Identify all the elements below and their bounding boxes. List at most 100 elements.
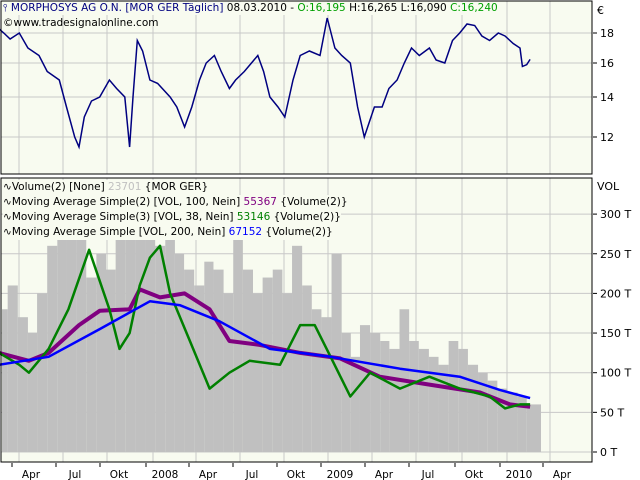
volume-bar [96, 253, 106, 452]
volume-axis-label: 300 T [600, 208, 631, 221]
volume-axis-label: 50 T [600, 406, 624, 419]
volume-bar [86, 277, 97, 452]
legend-label: Moving Average Simple(3) [VOL, 38, Nein] [11, 211, 234, 223]
volume-bar [184, 269, 195, 452]
volume-panel-border [0, 177, 593, 463]
high-value: H:16,265 [349, 2, 398, 14]
price-panel-border [0, 0, 593, 175]
volume-bar [467, 364, 479, 452]
volume-bar [438, 364, 449, 452]
time-axis-label: Jul [68, 469, 82, 480]
volume-bar [507, 392, 518, 452]
instrument-name: MORPHOSYS AG O.N. [10, 2, 122, 14]
volume-bar [458, 348, 468, 452]
time-axis-label: Okt [465, 469, 483, 480]
volume-bar [145, 206, 156, 452]
volume-bar [204, 261, 214, 452]
volume-axis-label: 200 T [600, 287, 631, 300]
volume-bar [17, 317, 28, 452]
time-axis-label: Okt [287, 469, 305, 480]
legend-suffix: {Volume(2)} [265, 226, 333, 238]
price-axis-label: 18 [600, 27, 614, 40]
volume-bar [2, 309, 8, 452]
moving-average-line [0, 287, 531, 409]
volume-bar [27, 333, 38, 452]
legend-label: Moving Average Simple [VOL, 200, Nein] [11, 226, 226, 238]
close-value: C:16,240 [450, 2, 498, 14]
legend-label: Moving Average Simple(2) [VOL, 100, Nein… [11, 196, 241, 208]
time-axis-label: 2008 [152, 469, 179, 480]
indicator-wave-icon: ∿ [3, 196, 12, 208]
legend-suffix: {Volume(2)} [280, 196, 348, 208]
legend-item[interactable]: ∿Moving Average Simple [VOL, 200, Nein] … [3, 225, 333, 240]
volume-bar [428, 356, 439, 452]
moving-average-line [0, 300, 531, 400]
price-axis-label: 14 [600, 91, 614, 104]
time-axis-label: Okt [110, 469, 128, 480]
volume-bar [478, 372, 488, 452]
volume-bar [165, 229, 175, 452]
price-axis-label: 16 [600, 57, 614, 70]
volume-bar [409, 340, 419, 452]
price-axis-unit: € [597, 4, 604, 17]
volume-bar [155, 245, 166, 452]
volume-bar [311, 309, 322, 452]
legend-item[interactable]: ∿Moving Average Simple(3) [VOL, 38, Nein… [3, 210, 341, 225]
volume-bar [262, 277, 273, 452]
volume-axis-label: 0 T [600, 446, 617, 459]
volume-bar [125, 229, 136, 452]
volume-bar [526, 404, 541, 452]
volume-bar [105, 269, 116, 452]
legend-item[interactable]: ∿Volume(2) [None] 23701 {MOR GER} [3, 180, 209, 195]
volume-bar [282, 293, 293, 452]
volume-bar [57, 222, 67, 452]
chart-header: ⫯ MORPHOSYS AG O.N. [MOR GER Täglich] 08… [3, 2, 498, 15]
time-axis-label: 2009 [327, 469, 354, 480]
time-axis-label: Apr [553, 469, 572, 480]
open-value: O:16,195 [297, 2, 346, 14]
volume-bar [497, 388, 508, 452]
volume-bar [272, 269, 283, 452]
dash: - [290, 2, 295, 14]
time-axis-label: 2010 [506, 469, 533, 480]
volume-bar [194, 285, 205, 452]
price-axis-label: 12 [600, 131, 614, 144]
volume-axis-label: 100 T [600, 367, 631, 380]
volume-bar [213, 269, 224, 452]
volume-bar [135, 214, 146, 452]
volume-bar [389, 348, 400, 452]
volume-bar [350, 356, 360, 452]
instrument-bracket: [MOR GER Täglich] [125, 2, 224, 14]
volume-bar [302, 285, 312, 452]
volume-axis-label: 250 T [600, 248, 631, 261]
indicator-wave-icon: ∿ [3, 211, 12, 223]
legend-value: 53146 [236, 211, 271, 223]
watermark: ©www.tradesignalonline.com [3, 17, 159, 29]
volume-bar [115, 222, 126, 452]
low-value: L:16,090 [400, 2, 447, 14]
price-panel [1, 1, 592, 174]
volume-bar [233, 237, 243, 452]
legend-value: 55367 [243, 196, 277, 208]
legend-suffix: {MOR GER} [144, 181, 209, 193]
legend-suffix: {Volume(2)} [273, 211, 341, 223]
legend-value: 23701 [108, 181, 142, 193]
volume-bar [321, 317, 332, 452]
volume-bar [359, 325, 371, 452]
volume-axis-label: 150 T [600, 327, 631, 340]
time-axis-label: Apr [199, 469, 218, 480]
volume-bar [380, 340, 390, 452]
volume-bar [448, 340, 459, 452]
time-axis-label: Jul [245, 469, 259, 480]
volume-bar [517, 396, 527, 452]
volume-bar [252, 293, 263, 452]
legend-label: Volume(2) [None] [11, 181, 105, 193]
legend-item[interactable]: ∿Moving Average Simple(2) [VOL, 100, Nei… [3, 195, 348, 210]
moving-average-line [0, 244, 531, 410]
bar-chart-icon: ⫯ [3, 2, 8, 14]
time-axis-label: Jul [421, 469, 435, 480]
indicator-wave-icon: ∿ [3, 181, 12, 193]
volume-bar [292, 245, 303, 452]
legend-value: 67152 [228, 226, 263, 238]
